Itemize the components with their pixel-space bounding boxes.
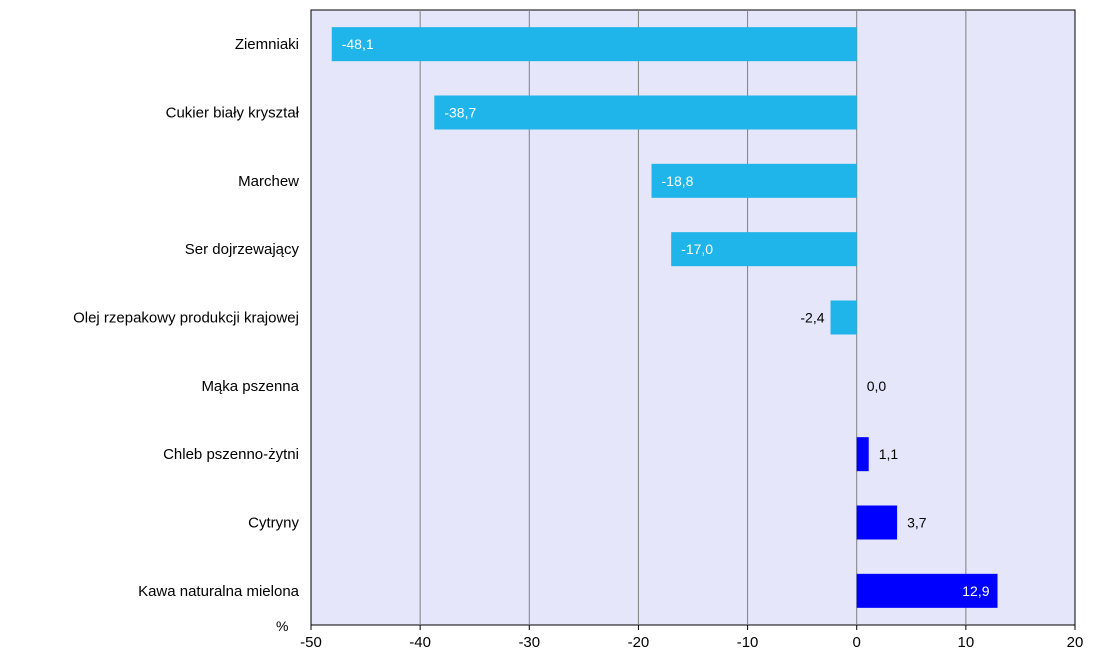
category-label: Ser dojrzewający <box>185 241 300 258</box>
value-label: 0,0 <box>867 378 887 394</box>
x-tick-label: 10 <box>958 634 975 651</box>
value-labels: -48,1 -38,7 -18,8 -17,0 -2,4 0,0 1,1 3,7 12,9 <box>342 36 990 599</box>
x-tick-label: 0 <box>853 634 861 651</box>
bar <box>856 505 898 540</box>
bar <box>671 232 857 267</box>
value-label: -17,0 <box>681 241 713 257</box>
value-label: 3,7 <box>907 515 927 531</box>
bar <box>856 573 998 608</box>
x-tick-label: -20 <box>628 634 650 651</box>
bar <box>856 437 869 472</box>
category-labels: Ziemniaki Cukier biały kryształ Marchew Ser… <box>73 36 300 600</box>
bar <box>331 27 857 62</box>
x-tick-label: -10 <box>737 634 759 651</box>
x-tick-label: 20 <box>1067 634 1084 651</box>
x-axis-ticks: -50 -40 -30 -20 -10 0 10 20 <box>300 625 1083 651</box>
value-label: 12,9 <box>962 583 989 599</box>
bar <box>830 300 857 335</box>
category-label: Marchew <box>238 173 299 190</box>
x-tick-label: -50 <box>300 634 322 651</box>
bars <box>331 27 998 608</box>
bar <box>434 95 857 130</box>
unit-label: % <box>276 618 288 634</box>
category-label: Mąka pszenna <box>201 378 299 395</box>
bar <box>651 163 857 198</box>
value-label: -48,1 <box>342 36 374 52</box>
category-label: Cukier biały kryształ <box>166 105 300 122</box>
category-label: Ziemniaki <box>235 36 299 53</box>
value-label: -2,4 <box>800 310 824 326</box>
category-label: Olej rzepakowy produkcji krajowej <box>73 310 299 327</box>
category-label: Kawa naturalna mielona <box>138 583 300 600</box>
category-label: Cytryny <box>248 515 299 532</box>
value-label: 1,1 <box>879 446 899 462</box>
x-tick-label: -40 <box>409 634 431 651</box>
value-label: -38,7 <box>444 105 476 121</box>
category-label: Chleb pszenno-żytni <box>163 446 299 463</box>
value-label: -18,8 <box>662 173 694 189</box>
x-tick-label: -30 <box>518 634 540 651</box>
